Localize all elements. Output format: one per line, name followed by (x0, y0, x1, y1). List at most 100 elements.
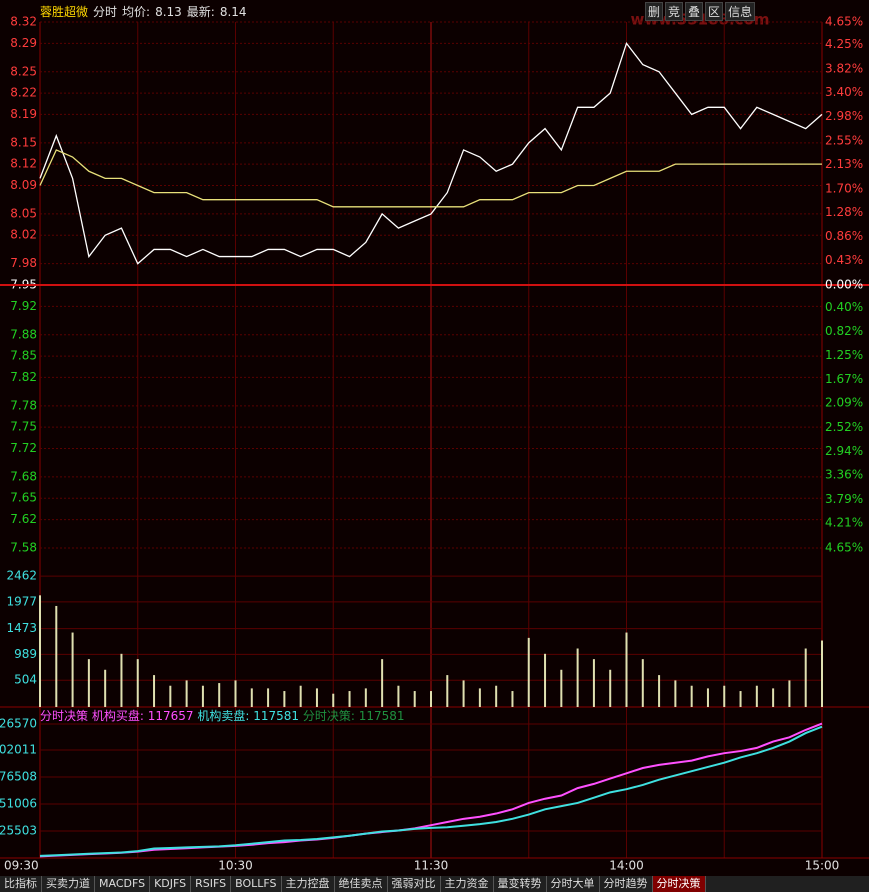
volume-bar (658, 675, 661, 707)
tab[interactable]: 分时决策 (652, 876, 706, 892)
volume-bar (739, 691, 742, 707)
toolbar-button[interactable]: 删 (645, 2, 664, 21)
y2-tick-label: 3.40% (825, 85, 863, 99)
y2-tick-label: 4.65% (825, 541, 863, 555)
y2-tick-label: 4.21% (825, 516, 863, 530)
tab[interactable]: 买卖力道 (42, 876, 95, 892)
y-tick-label: 7.98 (10, 256, 37, 270)
volume-bar (315, 688, 318, 707)
header: 蓉胜超微 分时 均价: 8.13 最新: 8.14 (40, 3, 252, 20)
volume-bar (788, 680, 791, 707)
y2-tick-label: 0.00% (825, 278, 863, 292)
y-tick-label: 7.78 (10, 398, 37, 412)
tab[interactable]: 主力控盘 (282, 876, 335, 892)
y2-tick-label: 0.82% (825, 324, 863, 338)
y-tick-label: 989 (14, 647, 37, 661)
volume-bar (169, 685, 172, 707)
legend-title: 分时决策 (40, 709, 88, 723)
volume-bar (625, 632, 628, 707)
y2-tick-label: 1.25% (825, 348, 863, 362)
volume-bar (55, 605, 58, 707)
y-tick-label: 8.32 (10, 15, 37, 29)
y-tick-label: 51006 (0, 797, 37, 811)
y2-tick-label: 1.28% (825, 205, 863, 219)
volume-bar (723, 685, 726, 707)
y-tick-label: 7.88 (10, 327, 37, 341)
tab[interactable]: KDJFS (150, 876, 192, 892)
volume-bar (364, 688, 367, 707)
series-line (39, 725, 823, 857)
toolbar-button[interactable]: 叠 (685, 2, 704, 21)
volume-bar (478, 688, 481, 707)
volume-bar (153, 675, 156, 707)
x-tick-label: 10:30 (218, 859, 253, 873)
volume-bar (772, 688, 775, 707)
volume-bar (413, 691, 416, 707)
toolbar: 删竞叠区信息 (645, 2, 756, 21)
last-label: 最新: (186, 5, 215, 19)
y-tick-label: 7.92 (10, 299, 37, 313)
y2-tick-label: 3.36% (825, 468, 863, 482)
volume-bar (462, 680, 465, 707)
y-tick-label: 8.12 (10, 157, 37, 171)
y2-tick-label: 0.86% (825, 229, 863, 243)
y2-tick-label: 2.55% (825, 133, 863, 147)
y-tick-label: 8.09 (10, 178, 37, 192)
y-tick-label: 8.25 (10, 64, 37, 78)
volume-bar (527, 637, 530, 707)
y2-tick-label: 0.40% (825, 300, 863, 314)
tab-bar: 比指标 买卖力道 MACDFS KDJFS RSIFS BOLLFS 主力控盘 绝佳卖点 强弱对… (0, 876, 869, 892)
legend-value: 117581 (253, 709, 299, 723)
volume-bar (821, 640, 823, 707)
toolbar-button[interactable]: 竞 (665, 2, 684, 21)
y-tick-label: 1473 (6, 621, 37, 635)
x-tick-label: 11:30 (414, 859, 449, 873)
volume-bar (690, 685, 693, 707)
legend-value: 117657 (148, 709, 194, 723)
y2-tick-label: 3.82% (825, 61, 863, 75)
tab[interactable]: 主力资金 (441, 876, 494, 892)
y-tick-label: 7.82 (10, 370, 37, 384)
volume-bar (185, 680, 188, 707)
y2-tick-label: 2.98% (825, 109, 863, 123)
tab[interactable]: 量变转势 (494, 876, 547, 892)
y2-tick-label: 1.70% (825, 181, 863, 195)
volume-bar (674, 680, 677, 707)
tab[interactable]: 强弱对比 (388, 876, 441, 892)
tab[interactable]: RSIFS (191, 876, 232, 892)
volume-bar (381, 659, 384, 707)
x-tick-label: 09:30 (4, 859, 39, 873)
y-tick-label: 7.85 (10, 349, 37, 363)
tab[interactable]: MACDFS (95, 876, 151, 892)
volume-bar (283, 691, 286, 707)
tab[interactable]: BOLLFS (231, 876, 282, 892)
tab[interactable]: 比指标 (0, 876, 42, 892)
volume-bar (511, 691, 514, 707)
volume-bar (446, 675, 449, 707)
y-tick-label: 7.58 (10, 541, 37, 555)
volume-bar (576, 648, 579, 707)
volume-bar (267, 688, 270, 707)
tab[interactable]: 绝佳卖点 (335, 876, 388, 892)
volume-bar (609, 669, 612, 707)
volume-bar (430, 691, 432, 707)
stock-name: 蓉胜超微 (40, 5, 89, 19)
avg-value: 8.13 (155, 5, 182, 19)
y-tick-label: 7.65 (10, 491, 37, 505)
y-tick-label: 504 (14, 673, 37, 687)
tab[interactable]: 分时大单 (547, 876, 600, 892)
volume-bar (495, 685, 498, 707)
y2-tick-label: 4.25% (825, 37, 863, 51)
y2-tick-label: 3.79% (825, 492, 863, 506)
y2-tick-label: 2.52% (825, 420, 863, 434)
y-tick-label: 8.05 (10, 206, 37, 220)
y-tick-label: 1977 (6, 594, 37, 608)
y-tick-label: 8.02 (10, 228, 37, 242)
tab[interactable]: 分时趋势 (600, 876, 653, 892)
toolbar-button[interactable]: 区 (705, 2, 724, 21)
volume-bar (544, 653, 547, 707)
toolbar-button[interactable]: 信息 (725, 2, 756, 21)
y2-tick-label: 2.09% (825, 396, 863, 410)
